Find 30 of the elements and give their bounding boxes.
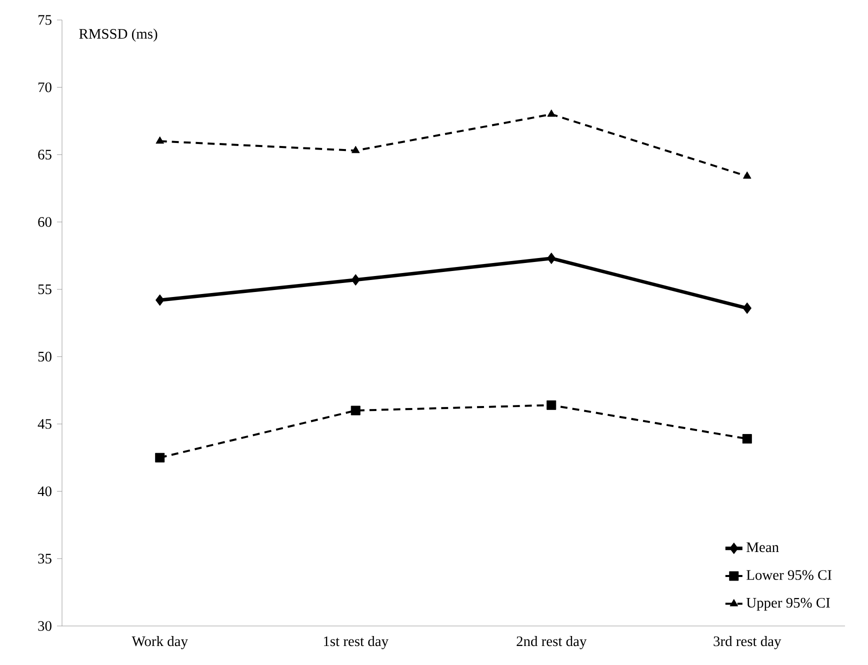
y-tick-label: 75	[38, 15, 52, 25]
y-tick-label: 50	[38, 352, 52, 362]
legend-label: Lower 95% CI	[746, 570, 832, 580]
y-tick-label: 30	[38, 621, 52, 631]
point	[351, 274, 360, 286]
point	[547, 252, 556, 264]
y-axis-title: RMSSD (ms)	[79, 28, 158, 42]
point	[156, 136, 164, 144]
x-tick-label: 3rd rest day	[714, 636, 782, 650]
x-tick-label: 1st rest day	[324, 636, 388, 650]
y-tick-label: 70	[38, 82, 52, 92]
x-tick-label: Work day	[132, 636, 188, 650]
x-tick-label: 2nd rest day	[516, 636, 587, 650]
legend-label: Upper 95% CI	[746, 598, 830, 611]
y-tick-label: 65	[38, 150, 52, 160]
point	[155, 452, 165, 462]
legend-label: Mean	[746, 542, 779, 552]
point	[350, 406, 360, 416]
point	[547, 110, 556, 117]
y-tick-label: 35	[38, 554, 52, 564]
y-tick-label: 60	[38, 217, 52, 227]
point	[546, 400, 556, 410]
y-tick-label: 40	[38, 486, 52, 496]
point	[742, 171, 752, 179]
point	[156, 294, 164, 306]
y-tick-label: 55	[38, 284, 52, 294]
point	[351, 146, 360, 154]
point	[742, 434, 752, 444]
y-tick-label: 45	[38, 419, 52, 429]
point	[742, 302, 752, 314]
